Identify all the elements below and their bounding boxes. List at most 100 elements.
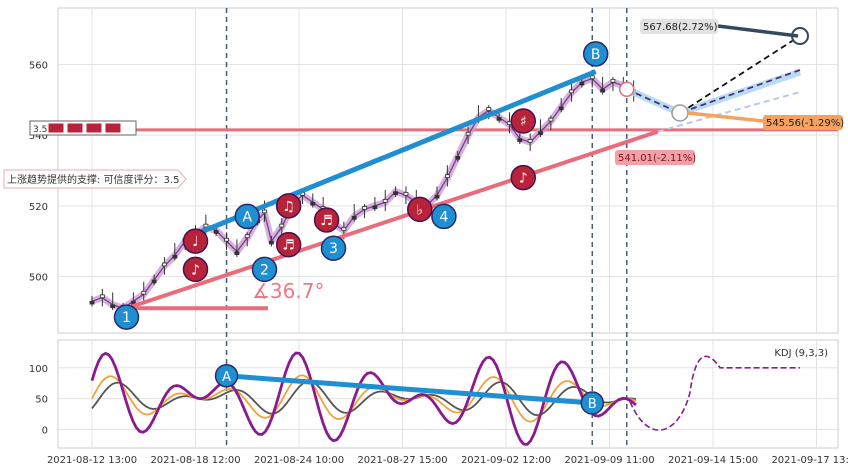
wave-point-label: 4 [439, 209, 448, 225]
y-tick-label: 500 [29, 272, 48, 283]
note-marker-label: ♭ [416, 202, 423, 218]
note-marker-label: ♯ [520, 114, 527, 130]
kdj-wave-label: B [588, 397, 597, 412]
candle-body [455, 155, 461, 160]
note-marker [407, 196, 433, 223]
forecast-origin [619, 81, 635, 97]
score-star [104, 122, 122, 134]
candle-body [89, 300, 95, 305]
candle-body [172, 254, 178, 259]
wave-point-marker [251, 256, 278, 283]
score-box-label: 3.5 [33, 125, 47, 135]
candle-body [268, 240, 274, 245]
x-tick-label: 2021-09-17 13:00 [771, 455, 848, 466]
kdj-trend-line [226, 373, 593, 406]
candle-body [610, 78, 616, 83]
forecast-node [671, 104, 689, 122]
note-marker-label: ♬ [282, 238, 295, 254]
y-tick-label: 560 [29, 61, 48, 72]
candle-body [310, 201, 316, 206]
note-marker [182, 228, 209, 254]
x-tick-label: 2021-08-27 15:00 [357, 455, 447, 466]
support-callout-box [3, 169, 187, 189]
kdj-wave-marker [580, 391, 604, 415]
support-callout-label: 上涨趋势提供的支撑: 可信度评分：3.5 [7, 173, 179, 186]
forecast-tag-label: 541.01(-2.11%) [618, 153, 696, 164]
note-marker-label: ♩ [192, 234, 199, 250]
note-marker-label: ♪ [519, 171, 528, 187]
candle-body [262, 209, 267, 214]
candle-body [569, 89, 574, 94]
candle-body [99, 294, 105, 299]
wave-point-label: 1 [122, 310, 131, 326]
candle-body [579, 81, 585, 86]
candle-body [151, 279, 157, 284]
candle-body [362, 206, 367, 210]
candle-body [517, 138, 523, 142]
candle-body [393, 191, 399, 195]
angle-label: ∡36.7° [252, 279, 324, 303]
wave-point-marker [234, 203, 260, 230]
forecast-blue [657, 91, 801, 133]
kdj-k-line [91, 374, 637, 423]
candle-body [341, 227, 347, 231]
candle-body [351, 216, 357, 220]
candle-body [558, 106, 564, 111]
y-tick-label: 540 [29, 131, 48, 142]
score-star [66, 122, 84, 134]
forecast-arrow [717, 24, 799, 38]
wave-point-marker [113, 304, 140, 330]
candle-body [444, 174, 450, 178]
kdj-y-tick-label: 0 [42, 425, 48, 436]
forecast-tag-label: 567.68(2.72%) [643, 22, 718, 33]
note-marker [510, 164, 536, 191]
wave-point-marker [582, 41, 609, 67]
candle-body [548, 117, 554, 122]
wave-point-label: 3 [329, 241, 338, 257]
candle-body [538, 131, 543, 135]
forecast-arrow [687, 111, 764, 123]
note-marker-label: ♬ [320, 213, 333, 229]
wave-point-label: B [591, 47, 601, 63]
candle-body [600, 88, 605, 93]
candle-body [372, 205, 378, 210]
note-marker-label: ♪ [191, 262, 200, 278]
candle-body [465, 131, 471, 136]
candle-body [527, 139, 533, 143]
kdj-y-tick-label: 100 [29, 364, 48, 375]
x-tick-label: 2021-08-24 10:00 [254, 455, 344, 466]
wave-point-label: A [242, 209, 252, 225]
note-marker [275, 193, 302, 219]
forecast-black [679, 35, 801, 114]
wave-point-marker [431, 203, 457, 230]
candle-body [203, 223, 209, 228]
resistance-trend-line [194, 69, 597, 237]
candle-body [141, 290, 147, 295]
x-tick-label: 2021-09-02 12:00 [461, 455, 551, 466]
forecast-purple [626, 69, 801, 114]
candle-body [110, 304, 116, 308]
y-tick-label: 520 [29, 202, 48, 213]
kdj-legend: KDJ (9,3,3) [774, 348, 828, 359]
candle-body [279, 223, 285, 228]
forecast-tag-label: 545.56(-1.29%) [766, 118, 844, 129]
support-trend-line [125, 129, 659, 311]
kdj-d-line [91, 380, 637, 417]
candle-body [434, 194, 440, 199]
candle-body [496, 117, 502, 121]
candle-body [234, 251, 240, 255]
x-tick-label: 2021-08-18 12:00 [150, 455, 240, 466]
note-marker [313, 207, 340, 233]
forecast-tag-box [763, 115, 843, 130]
kdj-wave-label: A [222, 370, 231, 385]
candle-body [382, 199, 388, 203]
x-tick-label: 2021-09-14 15:00 [668, 455, 758, 466]
candle-body [244, 234, 250, 239]
candle-body [162, 262, 167, 267]
score-star [85, 122, 103, 134]
candle-body [486, 107, 492, 111]
kdj-forecast-line [629, 355, 800, 431]
note-marker [275, 231, 302, 258]
kdj-wave-marker [214, 364, 239, 388]
